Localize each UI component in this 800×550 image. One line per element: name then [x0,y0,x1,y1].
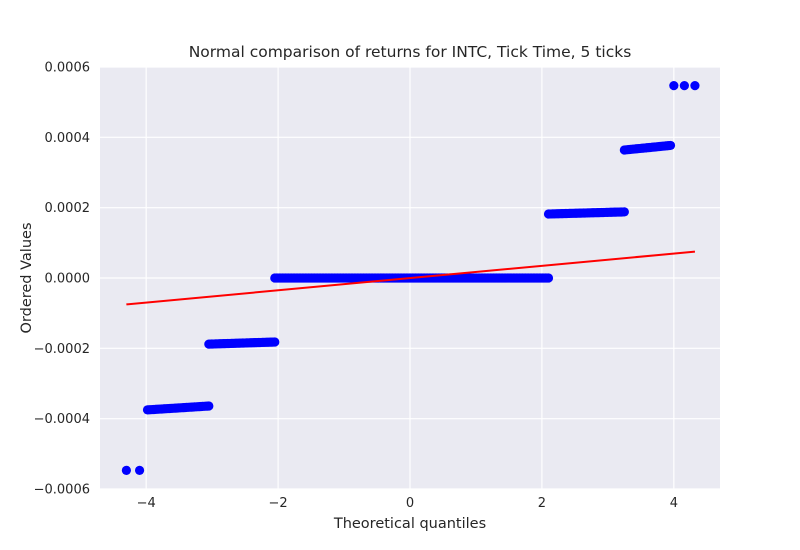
x-tick-label: 2 [538,496,546,511]
data-point [121,465,131,475]
data-point [690,81,700,91]
y-tick-label: −0.0006 [34,483,90,498]
fit-line-group [126,250,696,306]
x-tick-label: 0 [406,496,414,511]
data-point [669,81,679,91]
x-axis-label: Theoretical quantiles [333,516,486,532]
x-tick-labels: −4 −2 0 2 4 [137,496,678,511]
data-point [134,465,145,475]
data-point [679,81,689,91]
data-point [204,401,214,411]
y-tick-label: −0.0002 [34,342,90,357]
data-point [543,273,554,283]
x-tick-label: −4 [137,496,156,511]
y-tick-label: 0.0006 [45,61,91,76]
x-tick-label: 4 [670,496,678,511]
y-tick-label: −0.0004 [34,412,90,427]
data-point [270,337,280,347]
data-point [665,140,676,151]
x-tick-label: −2 [268,496,287,511]
fit-line [126,250,696,306]
y-axis-label: Ordered Values [19,223,35,334]
y-tick-label: 0.0000 [45,272,91,287]
data-point [619,207,629,217]
y-tick-label: 0.0002 [45,201,91,216]
y-tick-label: 0.0004 [45,131,91,146]
y-tick-labels: −0.0006 −0.0004 −0.0002 0.0000 0.0002 0.0004 0… [34,61,90,498]
chart-title: Normal comparison of returns for INTC, T… [189,43,632,61]
